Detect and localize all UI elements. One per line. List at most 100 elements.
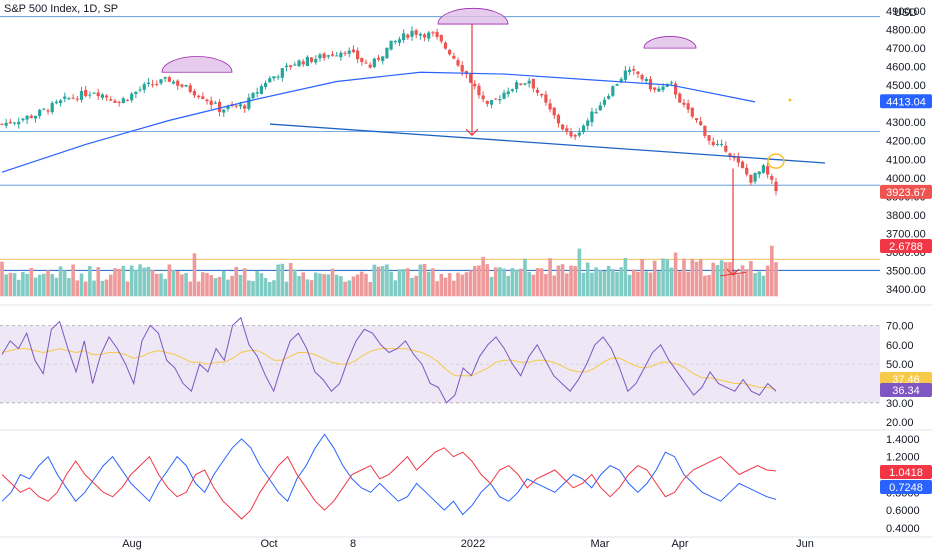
volume-bar <box>552 275 557 297</box>
volume-bar <box>573 266 577 297</box>
volume-bar <box>171 269 176 297</box>
volume-bar <box>719 260 724 297</box>
candle <box>715 143 720 145</box>
volume-bar <box>42 273 46 297</box>
volume-bar <box>67 278 71 297</box>
candle <box>615 84 619 86</box>
target-arrow-head <box>726 268 740 276</box>
candle <box>724 145 728 152</box>
candle <box>749 174 753 183</box>
candle <box>330 54 335 56</box>
volume-bar <box>301 272 306 297</box>
measured-move-arrow-head <box>465 128 479 137</box>
volume-bar <box>376 266 381 297</box>
volume-bar <box>435 281 439 297</box>
corr-blue-line <box>1 433 777 516</box>
candle <box>443 42 448 49</box>
candle <box>556 115 561 124</box>
volume-bar <box>623 257 628 297</box>
candle <box>427 32 431 39</box>
volume-value-badge-bg <box>880 239 932 253</box>
price-tick-label: 4300.00 <box>886 117 926 129</box>
time-tick-label: 2022 <box>461 538 485 550</box>
volume-bar <box>460 274 465 297</box>
volume-bar <box>12 273 17 297</box>
volume-bar <box>263 278 268 297</box>
volume-bar <box>79 273 84 297</box>
candle <box>535 89 540 93</box>
price-tick-label: 4600.00 <box>886 62 926 74</box>
volume-bar <box>406 268 410 297</box>
volume-bar <box>686 271 690 297</box>
candle <box>109 99 113 101</box>
candle <box>54 101 58 104</box>
candle <box>720 143 724 145</box>
candle <box>180 84 184 87</box>
volume-bar <box>657 271 661 297</box>
volume-bar <box>213 278 218 297</box>
volume-bar <box>472 266 477 297</box>
candle <box>774 181 778 192</box>
candle <box>515 82 519 90</box>
candle <box>464 71 468 75</box>
candle <box>121 98 125 104</box>
candle <box>176 80 180 86</box>
candle <box>272 76 276 79</box>
volume-bar <box>326 274 331 297</box>
volume-bar <box>468 270 473 297</box>
candle <box>130 93 134 101</box>
volume-bar <box>489 276 494 297</box>
candle <box>92 92 96 94</box>
volume-bar <box>247 280 251 297</box>
candle <box>565 128 569 132</box>
candle <box>594 112 598 114</box>
volume-bar <box>380 266 385 297</box>
candle <box>209 100 213 105</box>
candle <box>251 93 255 99</box>
volume-bar <box>113 268 117 297</box>
volume-bar <box>117 268 121 297</box>
candle <box>673 83 678 95</box>
candle <box>263 82 268 87</box>
candle <box>460 65 464 72</box>
candle <box>682 102 686 105</box>
candle <box>657 88 661 92</box>
candle <box>527 80 531 84</box>
candle <box>766 166 770 175</box>
candle <box>448 49 452 55</box>
volume-bar <box>355 274 360 297</box>
candle <box>351 49 356 53</box>
candle <box>611 86 615 96</box>
volume-bar <box>330 268 335 297</box>
volume-bar <box>25 273 29 297</box>
volume-bar <box>351 276 356 297</box>
volume-bar <box>293 269 297 297</box>
volume-bar <box>615 272 619 297</box>
candle <box>690 107 694 117</box>
candle <box>644 78 648 82</box>
volume-bar <box>577 248 582 297</box>
candle <box>192 90 197 96</box>
candle <box>155 84 159 86</box>
volume-bar <box>205 273 209 297</box>
volume-bar <box>694 261 699 297</box>
volume-bar <box>585 262 590 297</box>
price-tick-label: 4800.00 <box>886 25 926 37</box>
candle <box>259 85 263 94</box>
candle <box>360 58 364 62</box>
candle <box>485 100 489 104</box>
candle <box>498 99 502 101</box>
rsi-tick-label: 30.00 <box>886 398 914 410</box>
volume-bar <box>280 263 285 297</box>
candle <box>376 57 381 60</box>
candle <box>711 141 715 146</box>
volume-bar <box>234 266 239 297</box>
volume-bar <box>518 268 523 297</box>
corr-red-value-badge-bg <box>880 465 932 479</box>
volume-bar <box>21 271 25 297</box>
candle <box>71 97 75 99</box>
volume-bar <box>16 279 21 297</box>
volume-bar <box>456 272 460 297</box>
volume-bar <box>502 268 506 297</box>
